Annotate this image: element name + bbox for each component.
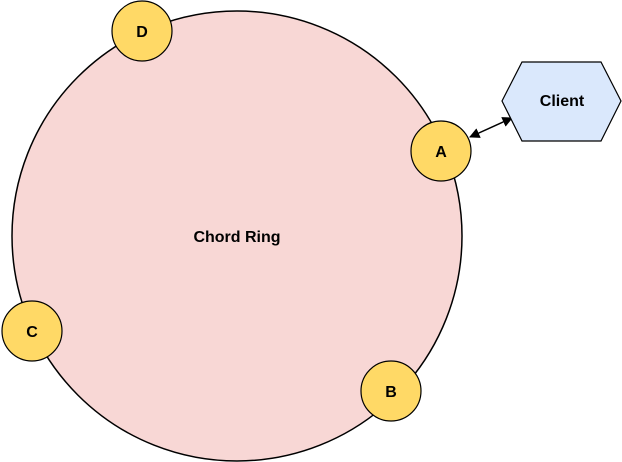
client-hexagon[interactable] xyxy=(501,61,622,142)
node-a-circle[interactable] xyxy=(410,120,472,182)
ring-label: Chord Ring xyxy=(193,229,280,246)
node-d-label: D xyxy=(136,24,148,41)
node-b-label: B xyxy=(385,384,397,401)
node-a[interactable]: A xyxy=(410,120,472,182)
node-c-label: C xyxy=(26,324,38,341)
client-node[interactable]: Client xyxy=(501,61,622,142)
node-a-client-link xyxy=(469,117,513,138)
node-b-circle[interactable] xyxy=(360,360,422,422)
node-d-circle[interactable] xyxy=(111,0,173,62)
node-c[interactable]: C xyxy=(1,300,63,362)
node-b[interactable]: B xyxy=(360,360,422,422)
node-a-label: A xyxy=(435,144,447,161)
node-d[interactable]: D xyxy=(111,0,173,62)
ring-circle xyxy=(11,10,463,462)
node-c-circle[interactable] xyxy=(1,300,63,362)
client-label: Client xyxy=(540,93,585,110)
chord-ring: Chord Ring xyxy=(11,10,463,462)
